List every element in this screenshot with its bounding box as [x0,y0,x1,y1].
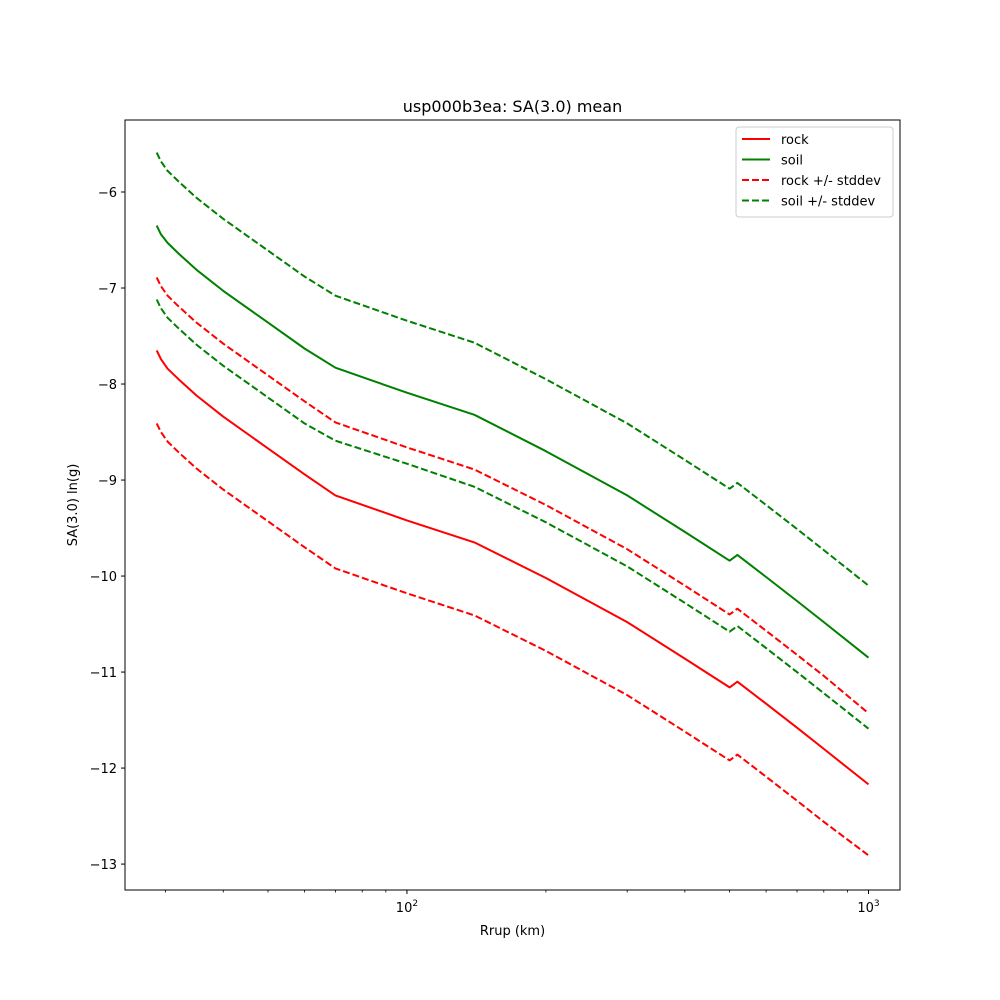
legend-label: rock +/- stddev [781,174,881,189]
series-line-5 [155,299,870,730]
y-tick-label: −13 [90,858,117,873]
x-axis-label: Rrup (km) [480,924,545,939]
y-tick-label: −12 [90,762,117,777]
series-line-1 [155,225,870,659]
y-tick-label: −11 [90,666,117,681]
legend-label: rock [781,133,809,148]
series-layer [155,152,870,857]
series-line-4 [155,152,870,587]
legend-box [735,126,894,218]
y-tick-label: −6 [98,186,117,201]
y-tick-label: −9 [98,474,117,489]
legend: rock soil rock +/- stddev soil +/- stddev [735,126,894,218]
x-tick-label: 103 [857,899,879,916]
y-tick-label: −8 [98,378,117,393]
x-tick-label: 102 [396,899,418,916]
series-line-3 [155,422,870,857]
legend-label: soil [781,154,803,169]
legend-label: soil +/- stddev [781,195,876,210]
tick-layer: −6 −7 −8 −9 −10 −11 −12 −13 102 103 [90,186,880,916]
series-line-0 [155,349,870,786]
y-tick-label: −10 [90,570,117,585]
series-line-2 [155,277,870,715]
plot-area-frame [124,119,901,891]
y-tick-label: −7 [98,282,117,297]
chart-title: usp000b3ea: SA(3.0) mean [403,97,622,116]
y-axis-label: SA(3.0) ln(g) [66,464,81,547]
